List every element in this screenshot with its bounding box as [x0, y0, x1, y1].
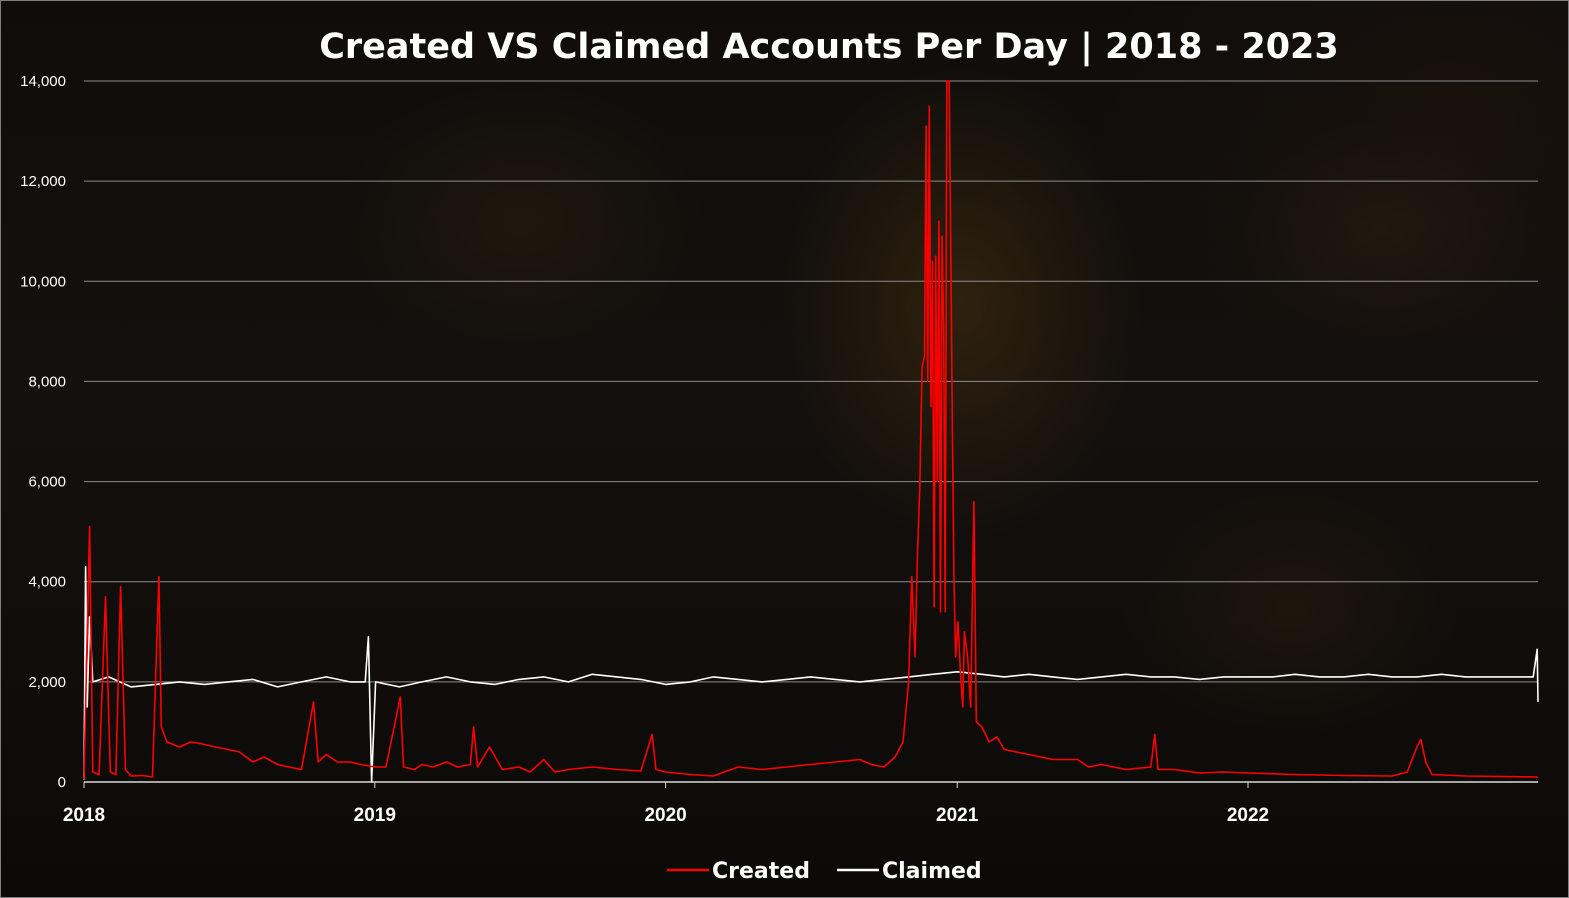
- legend: Created Claimed: [667, 859, 982, 884]
- legend-label-created: Created: [712, 859, 810, 884]
- y-tick-label: 10,000: [20, 273, 66, 290]
- series-group: [83, 80, 1539, 783]
- y-tick-label: 14,000: [20, 73, 66, 90]
- y-axis: 0 2,000 4,000 6,000 8,000 10,000 12,000 14,000: [20, 73, 66, 791]
- x-axis: 2018 2019 2020 2021 2022: [63, 781, 1538, 826]
- x-tick-label: 2018: [63, 805, 105, 826]
- y-tick-label: 12,000: [20, 173, 66, 190]
- y-tick-label: 0: [58, 774, 66, 791]
- series-line-claimed: [83, 565, 1539, 783]
- chart-title: Created VS Claimed Accounts Per Day | 20…: [319, 27, 1339, 67]
- y-tick-label: 8,000: [28, 373, 66, 390]
- legend-label-claimed: Claimed: [882, 859, 982, 884]
- x-tick-label: 2019: [354, 805, 396, 826]
- x-tick-label: 2022: [1227, 805, 1269, 826]
- series-line-created: [83, 80, 1539, 780]
- x-tick-label: 2021: [936, 805, 979, 826]
- y-tick-label: 2,000: [28, 674, 66, 691]
- x-tick-label: 2020: [644, 805, 686, 826]
- grid-lines: [84, 80, 1538, 683]
- y-tick-label: 4,000: [28, 574, 66, 591]
- y-tick-label: 6,000: [28, 474, 66, 491]
